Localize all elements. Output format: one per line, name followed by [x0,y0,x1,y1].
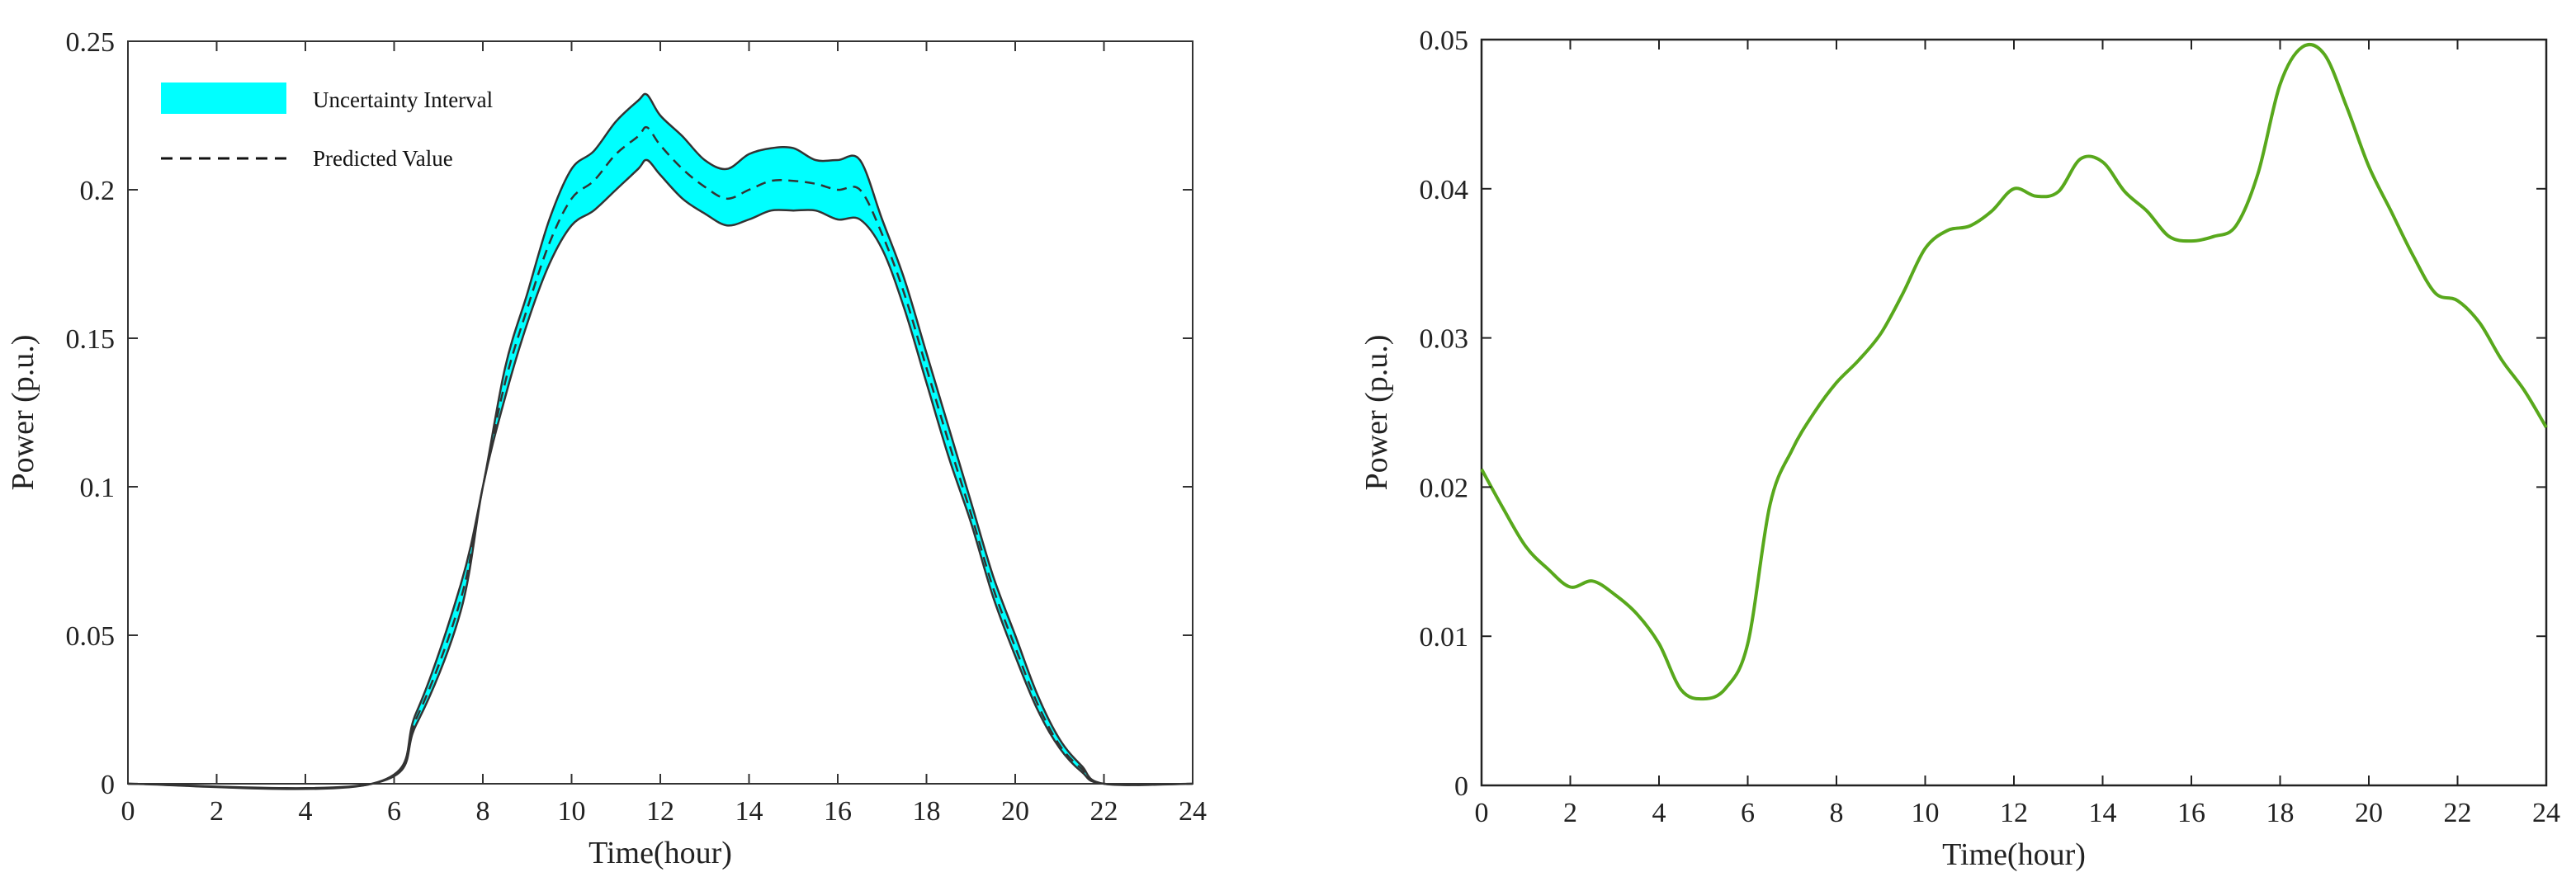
legend: Uncertainty Interval Predicted Value [161,82,493,171]
x-tick-label: 16 [2177,798,2205,828]
x-tick-label: 18 [913,796,941,827]
x-tick-label: 2 [1563,798,1577,828]
x-tick-label: 24 [2532,798,2560,828]
y-tick-labels-right: 0 0.01 0.02 0.03 0.04 0.05 [1420,26,1469,802]
y-tick-label: 0.15 [66,324,116,355]
y-tick-label: 0.25 [66,27,116,58]
x-tick-label: 8 [476,796,490,827]
x-tick-label: 14 [2089,798,2117,828]
x-tick-label: 12 [646,796,674,827]
x-tick-label: 22 [2444,798,2472,828]
y-tick-label: 0.05 [66,621,116,652]
x-tick-label: 2 [210,796,224,827]
x-tick-label: 20 [2355,798,2383,828]
y-tick-label: 0 [1454,771,1468,802]
power-line [1480,43,2548,701]
y-axis-label-right: Power (p.u.) [1359,335,1394,491]
x-tick-label: 4 [1652,798,1666,828]
x-tick-label: 24 [1179,796,1207,827]
y-tick-label: 0.1 [80,473,116,503]
x-tick-label: 6 [1741,798,1755,828]
y-tick-label: 0.04 [1420,175,1469,205]
x-axis-label-right: Time(hour) [1942,837,2086,872]
x-tick-label: 14 [735,796,763,827]
x-tick-label: 4 [299,796,313,827]
x-tick-label: 20 [1001,796,1029,827]
ticks-right [1481,39,2547,786]
predicted-value-line [127,125,1193,790]
x-tick-labels-left: 0 2 4 6 8 10 12 14 16 18 20 22 24 [121,796,1208,827]
y-tick-label: 0.02 [1420,473,1469,503]
x-tick-label: 10 [558,796,586,827]
plot-frame-right [1480,38,2548,787]
y-tick-label: 0 [101,770,115,800]
ticks-left [127,40,1193,785]
x-tick-label: 10 [1912,798,1940,828]
x-tick-label: 0 [121,796,135,827]
legend-line-label: Predicted Value [313,146,453,171]
x-tick-labels-right: 0 2 4 6 8 10 12 14 16 18 20 22 24 [1475,798,2561,828]
y-tick-label: 0.05 [1420,26,1469,56]
x-tick-label: 16 [824,796,852,827]
y-axis-label-left: Power (p.u.) [6,335,40,491]
y-tick-label: 0.2 [80,176,116,206]
chart-left: 0 2 4 6 8 10 12 14 16 18 20 22 24 00.050.10.150.20.2… [6,27,1207,870]
y-tick-label: 0.01 [1420,622,1469,653]
x-tick-label: 0 [1475,798,1489,828]
legend-band-swatch [161,82,286,114]
y-tick-labels-left: 0 0.05 0.1 0.15 0.2 0.25 [66,27,116,800]
x-axis-label-left: Time(hour) [588,836,732,870]
x-tick-label: 6 [387,796,401,827]
x-tick-label: 12 [2000,798,2028,828]
x-tick-label: 22 [1090,796,1118,827]
chart-right: 0 2 4 6 8 10 12 14 16 18 20 22 24 00.010.020.030.040… [1359,26,2560,872]
legend-band-label: Uncertainty Interval [313,87,493,112]
x-tick-label: 18 [2266,798,2295,828]
x-tick-label: 8 [1830,798,1844,828]
y-tick-label: 0.03 [1420,324,1469,355]
